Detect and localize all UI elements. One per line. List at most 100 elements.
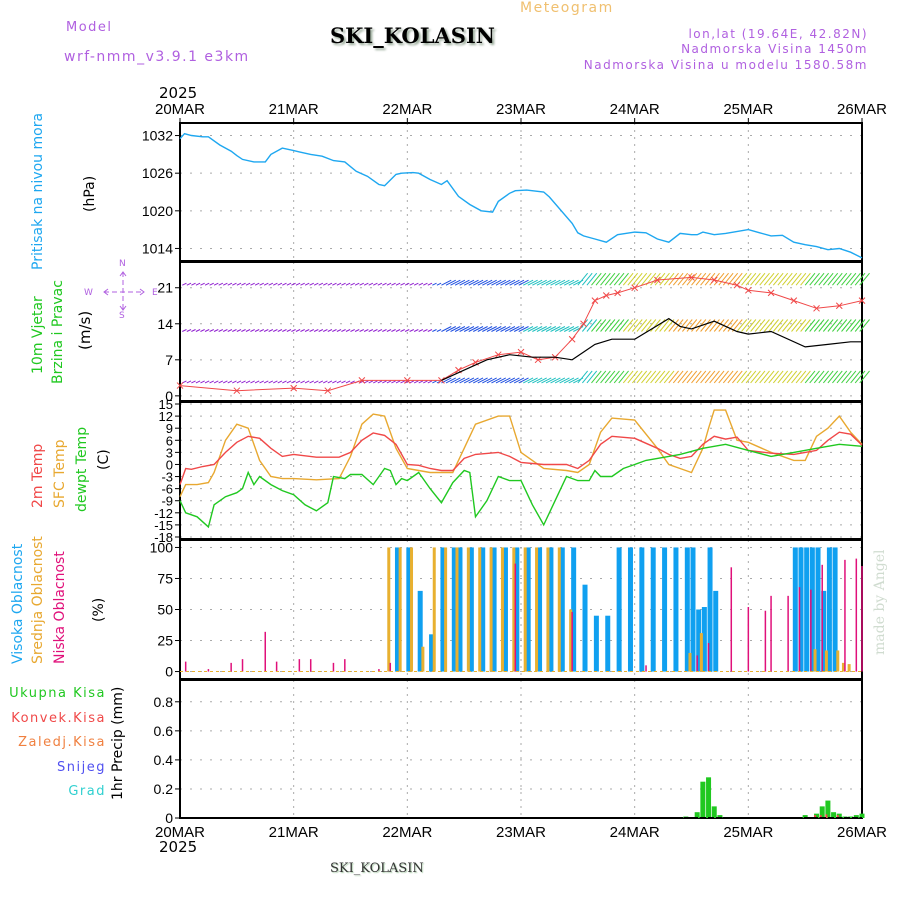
wind-barb — [482, 279, 493, 286]
cloud-bar-high — [639, 547, 645, 672]
wind-barb — [795, 319, 807, 332]
wind-barb — [659, 319, 670, 332]
cloud-bar-mid — [489, 547, 493, 672]
wind-barb — [291, 329, 296, 332]
wind-barb — [450, 377, 461, 384]
cloud-bar-high — [713, 590, 719, 672]
wind-barb — [259, 380, 264, 384]
y-tick-label: -6 — [161, 482, 173, 497]
precip-bar-total — [831, 812, 837, 818]
wind-barb — [523, 279, 534, 286]
precip-bar-total — [711, 806, 717, 818]
wind-barb — [386, 282, 392, 286]
y-tick-label: 75 — [157, 570, 173, 586]
cloud-bar-high — [701, 607, 707, 672]
cloud-bar-high — [593, 615, 599, 672]
cloud-bar-mid — [478, 547, 482, 672]
wind-barb — [363, 282, 369, 286]
x-label-bottom: 21MAR — [269, 824, 319, 841]
wind-barb — [500, 279, 511, 286]
wind-speed-line — [441, 317, 862, 381]
panel-0: 1014 1020 1026 1032 — [142, 122, 863, 262]
wind-barb — [613, 319, 625, 332]
wind-barb — [622, 319, 634, 332]
wind-barb — [854, 272, 866, 286]
cloud-bar-low — [378, 669, 380, 672]
wind-barb — [591, 370, 602, 384]
cloud-bar-mid — [535, 547, 539, 672]
wind-barb — [786, 370, 798, 384]
wind-barb — [195, 380, 201, 384]
x-label-top: 20MAR — [155, 101, 205, 118]
wind-barb — [791, 370, 802, 384]
x-label-top: 23MAR — [496, 101, 546, 118]
compass-n: N — [119, 259, 126, 269]
cloud-bar-high — [662, 547, 668, 672]
wind-barb — [695, 370, 707, 384]
precip-bar-total — [848, 816, 854, 818]
wind-barb — [741, 272, 752, 286]
wind-barb — [218, 380, 224, 384]
wind-barb — [627, 272, 639, 286]
wind-barb — [627, 370, 639, 384]
wind-barb — [309, 380, 314, 384]
wind-gust-marker — [835, 302, 843, 310]
wind-barb — [745, 370, 757, 384]
wind-barb — [182, 282, 187, 286]
cloud-bar-low — [275, 661, 278, 672]
wind-barb — [800, 370, 811, 384]
cloud-bar-high — [798, 547, 804, 672]
wind-barb — [686, 319, 698, 332]
wind-barb — [854, 370, 866, 384]
wind-barb — [759, 272, 770, 286]
wind-barb — [473, 326, 484, 332]
wind-barb — [318, 380, 324, 384]
wind-barb — [213, 329, 219, 332]
cloud-bar-low — [230, 662, 232, 672]
wind-barb — [563, 377, 575, 384]
cloud-bar-low — [764, 610, 767, 672]
cloud-bar-high — [502, 547, 508, 672]
wind-barb — [300, 380, 305, 384]
wind-barb — [277, 380, 283, 384]
wind-barb — [413, 282, 419, 286]
wind-barb — [804, 319, 816, 332]
wind-barb — [277, 282, 283, 286]
wind-barb — [268, 380, 274, 384]
wind-barb — [418, 380, 424, 384]
wind-barb — [518, 377, 529, 384]
cloud-bar-low — [770, 595, 772, 672]
wind-barb — [700, 319, 711, 332]
wind-barb — [377, 282, 383, 286]
y-tick-label: 14 — [157, 316, 173, 332]
wind-barb — [259, 282, 264, 286]
cloud-bar-high — [707, 547, 713, 672]
wind-barb — [345, 380, 351, 384]
wind-barb — [736, 370, 748, 384]
wind-barb — [536, 377, 547, 384]
wind-barb — [368, 329, 374, 332]
wind-barb — [395, 282, 401, 286]
wind-barb — [432, 380, 437, 384]
wind-barb — [509, 377, 520, 384]
wind-barb — [227, 329, 233, 332]
cloud-bar-low — [241, 659, 244, 672]
wind-barb — [309, 282, 314, 286]
wind-gust-marker — [403, 377, 411, 384]
wind-barb — [473, 377, 484, 384]
wind-barb — [727, 319, 739, 332]
wind-barb — [500, 326, 511, 332]
wind-barb — [841, 272, 852, 286]
wind-barb — [400, 329, 405, 332]
wind-barb — [713, 319, 725, 332]
cloud-bar-high — [582, 584, 588, 672]
wind-barb — [786, 272, 798, 286]
wind-barb — [568, 377, 579, 384]
wind-barb — [400, 380, 405, 384]
cloud-bar-mid — [841, 662, 845, 672]
wind-barb — [545, 377, 557, 384]
wind-barb — [191, 282, 196, 286]
y-tick-label: 1014 — [142, 240, 173, 256]
wind-barb — [286, 282, 292, 286]
cloud-bar-high — [537, 547, 543, 672]
